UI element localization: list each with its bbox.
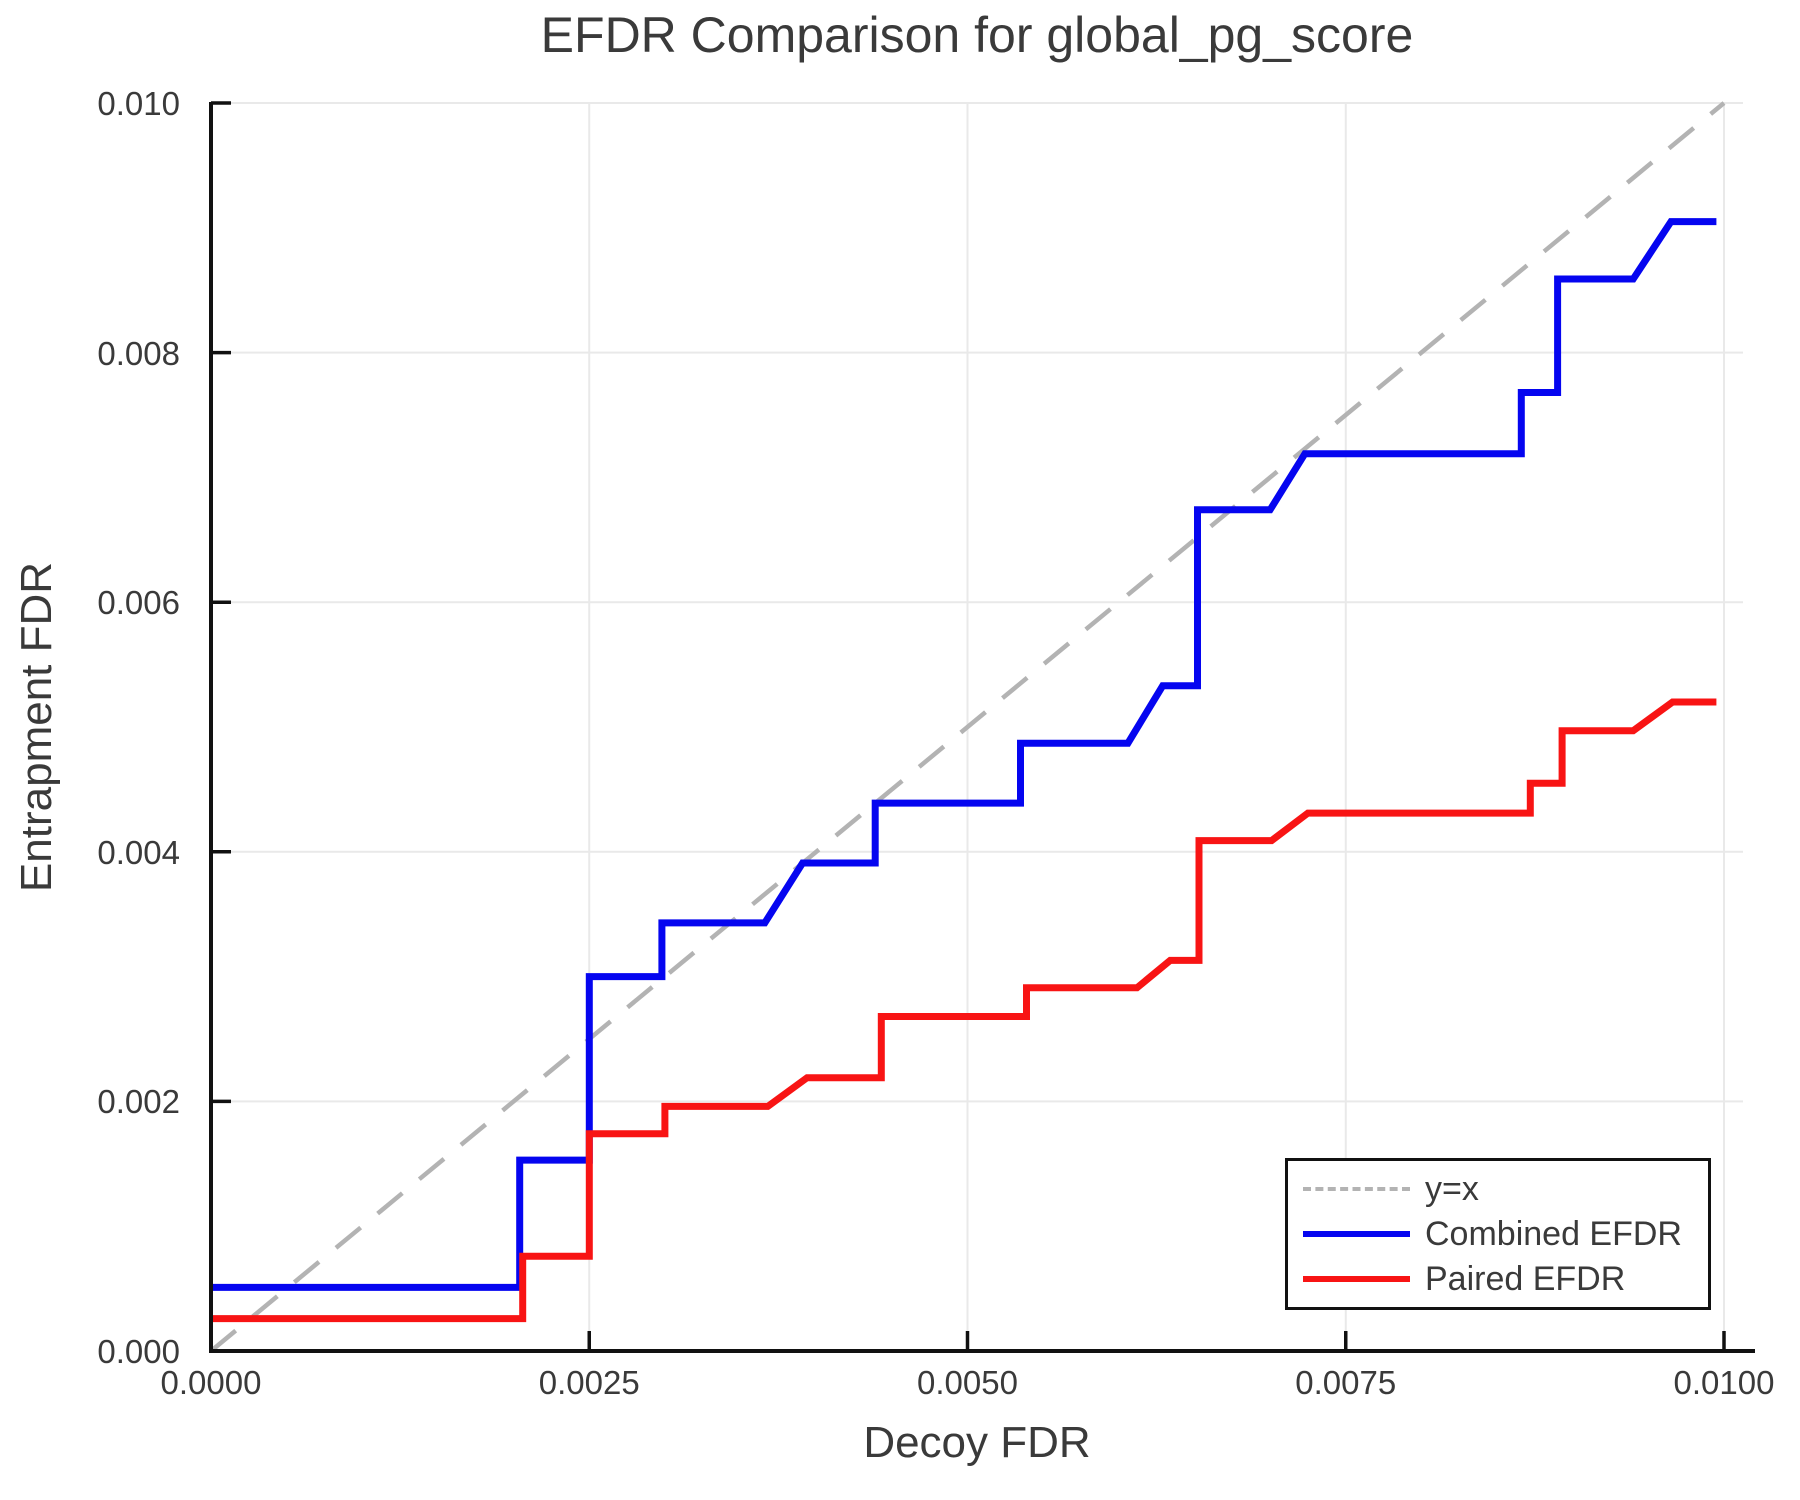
y-tick-label: 0.000	[97, 1333, 180, 1370]
legend-item-yx: y=x	[1303, 1170, 1708, 1209]
x-tick-label: 0.0100	[1673, 1364, 1775, 1401]
series-line-combined-efdr	[211, 218, 1717, 1291]
y-tick-label: 0.006	[97, 584, 180, 622]
y-tick-label: 0.004	[97, 833, 180, 871]
legend-label: y=x	[1425, 1170, 1479, 1208]
y-tick-label: 0.002	[97, 1083, 180, 1121]
x-tick-label: 0.0025	[538, 1364, 640, 1401]
x-tick-label: 0.0050	[917, 1364, 1018, 1401]
chart-title: EFDR Comparison for global_pg_score	[540, 7, 1414, 63]
y-tick-label: 0.010	[97, 85, 180, 122]
series-line-y-x	[209, 101, 1726, 1353]
combined-efdr-line-swatch	[1303, 1231, 1410, 1237]
legend-box: y=x Combined EFDR Paired EFDR	[1285, 1158, 1711, 1310]
series-line-paired-efdr	[211, 698, 1717, 1323]
dashed-line-swatch	[1303, 1187, 1410, 1191]
x-axis-label: Decoy FDR	[863, 1418, 1091, 1467]
x-tick-label: 0.0075	[1295, 1364, 1397, 1401]
paired-efdr-line-swatch	[1303, 1276, 1410, 1282]
legend-label: Combined EFDR	[1425, 1215, 1682, 1253]
x-tick-label: 0.0000	[160, 1364, 262, 1401]
y-tick-label: 0.008	[97, 334, 180, 372]
legend-item-combined-efdr: Combined EFDR	[1303, 1215, 1708, 1254]
legend-label: Paired EFDR	[1425, 1260, 1626, 1298]
legend-item-paired-efdr: Paired EFDR	[1303, 1260, 1708, 1299]
